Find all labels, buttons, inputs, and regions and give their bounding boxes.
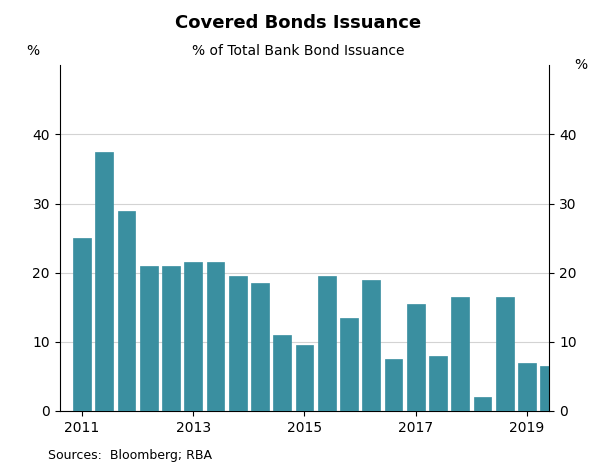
Bar <box>540 366 558 411</box>
Text: Sources:  Bloomberg; RBA: Sources: Bloomberg; RBA <box>48 449 212 462</box>
Bar <box>340 318 358 411</box>
Bar <box>73 238 91 411</box>
Bar <box>162 266 180 411</box>
Bar <box>518 362 536 411</box>
Bar <box>207 262 224 411</box>
Bar <box>585 245 597 411</box>
Bar <box>96 152 113 411</box>
Bar <box>451 297 469 411</box>
Bar <box>407 304 424 411</box>
Text: Covered Bonds Issuance: Covered Bonds Issuance <box>176 14 421 32</box>
Bar <box>562 238 580 411</box>
Bar <box>229 276 247 411</box>
Y-axis label: %: % <box>26 44 39 58</box>
Y-axis label: %: % <box>574 58 587 72</box>
Bar <box>318 276 336 411</box>
Bar <box>362 280 380 411</box>
Bar <box>140 266 158 411</box>
Bar <box>296 345 313 411</box>
Text: % of Total Bank Bond Issuance: % of Total Bank Bond Issuance <box>192 44 405 58</box>
Bar <box>429 356 447 411</box>
Bar <box>473 397 491 411</box>
Bar <box>273 335 291 411</box>
Bar <box>384 359 402 411</box>
Bar <box>118 211 136 411</box>
Bar <box>184 262 202 411</box>
Bar <box>251 283 269 411</box>
Bar <box>496 297 513 411</box>
